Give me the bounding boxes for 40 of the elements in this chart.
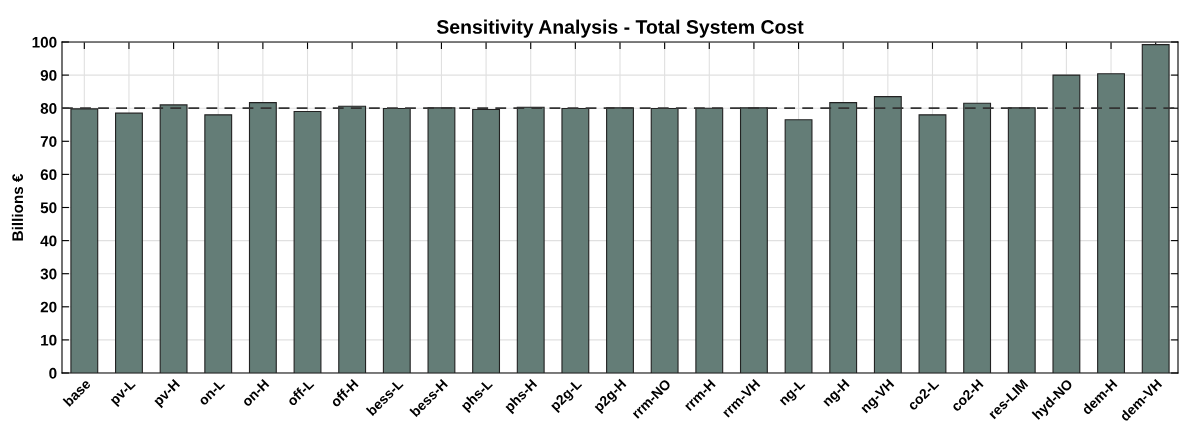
bar (561, 107, 590, 373)
bar (248, 102, 277, 373)
chart-title: Sensitivity Analysis - Total System Cost (436, 19, 804, 38)
bar (1141, 44, 1170, 373)
bar (739, 107, 768, 373)
bar (873, 96, 902, 373)
y-tick-label: 0 (49, 367, 57, 379)
y-tick-label: 90 (40, 69, 57, 81)
y-tick-label: 70 (40, 136, 57, 147)
bar (338, 105, 367, 373)
y-tick-label: 80 (40, 103, 57, 114)
bar (829, 102, 858, 373)
bar (382, 107, 411, 373)
bar (1052, 74, 1081, 373)
bar (472, 108, 501, 373)
bar (159, 104, 188, 373)
bar (427, 107, 456, 373)
y-tick-label: 20 (40, 301, 57, 313)
bar (70, 108, 99, 373)
bar (115, 112, 143, 373)
y-tick-label: 60 (40, 169, 57, 181)
bar (1007, 107, 1036, 373)
bar (516, 106, 545, 373)
bar (918, 114, 947, 373)
bar (204, 114, 233, 373)
x-tick-label: off-L (286, 378, 315, 407)
y-axis-title: Billions € (11, 173, 24, 241)
y-tick-label: 10 (41, 334, 57, 346)
bar (606, 107, 634, 373)
y-tick-label: 30 (40, 268, 57, 280)
bar (1097, 73, 1125, 373)
bar (695, 107, 724, 373)
bar (293, 110, 322, 373)
x-tick-label: on-L (197, 378, 226, 406)
bar (650, 107, 679, 373)
bar (963, 102, 992, 373)
y-tick-label: 100 (32, 36, 57, 48)
y-tick-label: 40 (40, 235, 57, 247)
bar (784, 119, 813, 373)
y-tick-label: 50 (40, 202, 57, 214)
